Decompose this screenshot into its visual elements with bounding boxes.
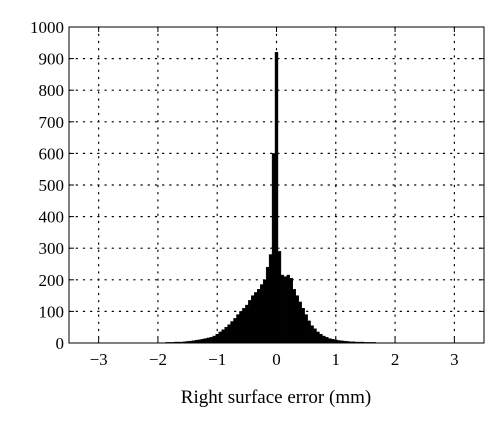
y-tick-label: 800 <box>39 81 65 100</box>
x-tick-label: 3 <box>450 350 459 369</box>
histogram-bar <box>269 255 272 343</box>
y-tick-labels: 0 100 200 300 400 500 600 700 800 900 1000 <box>30 18 64 353</box>
x-tick-label: 0 <box>272 350 281 369</box>
histogram-bar <box>201 339 204 343</box>
y-tick-label: 300 <box>39 239 65 258</box>
x-axis-title: Right surface error (mm) <box>181 387 371 408</box>
x-tick-label: −3 <box>90 350 108 369</box>
histogram-bar <box>287 275 290 343</box>
histogram-bar <box>311 326 314 343</box>
histogram-bar <box>293 289 296 343</box>
histogram-bar <box>302 308 305 343</box>
histogram-bar <box>322 336 325 343</box>
histogram-bar <box>242 308 245 343</box>
histogram-bar <box>275 52 278 343</box>
y-tick-label: 100 <box>39 302 65 321</box>
histogram-bars <box>156 52 396 343</box>
histogram-bar <box>251 296 254 343</box>
histogram-bar <box>225 327 228 343</box>
x-tick-label: 1 <box>332 350 341 369</box>
histogram-bar <box>260 285 263 343</box>
histogram-bar <box>204 339 207 343</box>
histogram-bar <box>328 339 331 343</box>
histogram-bar <box>281 275 284 343</box>
histogram-bar <box>231 322 234 343</box>
histogram-bar <box>266 267 269 343</box>
histogram-bar <box>219 332 222 343</box>
histogram-bar <box>257 289 260 343</box>
histogram-bar <box>234 318 237 343</box>
histogram-bar <box>278 251 281 343</box>
histogram-bar <box>228 325 231 343</box>
histogram-bar <box>210 337 213 343</box>
histogram-bar <box>331 339 334 343</box>
y-tick-label: 900 <box>39 50 65 69</box>
y-tick-label: 700 <box>39 113 65 132</box>
y-tick-label: 200 <box>39 271 65 290</box>
histogram-bar <box>213 336 216 343</box>
x-tick-label: −1 <box>208 350 226 369</box>
histogram-bar <box>296 296 299 343</box>
histogram-bar <box>248 300 251 343</box>
histogram-bar <box>319 334 322 343</box>
histogram-bar <box>239 311 242 343</box>
histogram-bar <box>222 330 225 343</box>
x-tick-label: −2 <box>149 350 167 369</box>
histogram-bar <box>284 277 287 343</box>
histogram-bar <box>325 337 328 343</box>
y-tick-label: 600 <box>39 144 65 163</box>
x-tick-label: 2 <box>391 350 400 369</box>
histogram-bar <box>290 278 293 343</box>
y-tick-label: 1000 <box>30 18 64 37</box>
histogram-bar <box>308 321 311 343</box>
histogram-bar <box>245 305 248 343</box>
histogram-bar <box>317 332 320 343</box>
histogram-bar <box>299 302 302 343</box>
histogram-bar <box>305 315 308 343</box>
x-tick-labels: −3 −2 −1 0 1 2 3 <box>90 350 459 369</box>
y-tick-label: 500 <box>39 176 65 195</box>
y-tick-label: 400 <box>39 208 65 227</box>
histogram-bar <box>272 153 275 343</box>
histogram-bar <box>254 292 257 343</box>
y-tick-label: 0 <box>56 334 65 353</box>
histogram-bar <box>236 315 239 343</box>
histogram-bar <box>314 329 317 343</box>
histogram-bar <box>263 280 266 343</box>
histogram-bar <box>207 338 210 343</box>
